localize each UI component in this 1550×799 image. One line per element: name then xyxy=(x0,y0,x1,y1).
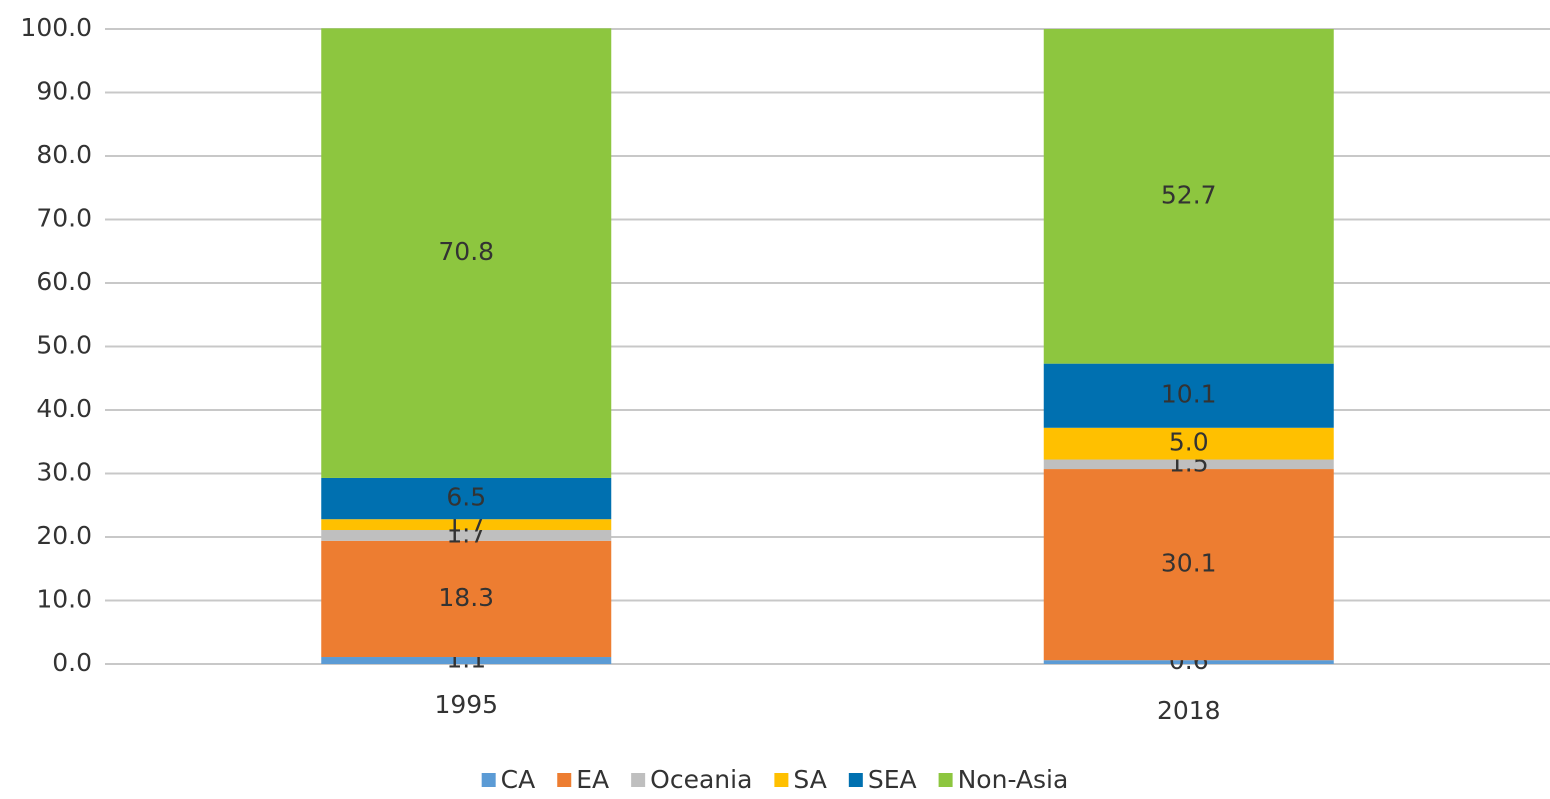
bar-segment xyxy=(1043,363,1334,428)
bar-segment xyxy=(321,657,612,664)
bar-segment xyxy=(1043,459,1334,470)
legend-swatch xyxy=(774,773,789,787)
data-label: 18.3 xyxy=(438,583,494,612)
y-tick-label: 50.0 xyxy=(36,331,92,360)
bar-segment xyxy=(1043,469,1334,661)
legend-swatch xyxy=(631,773,646,787)
y-tick-label: 60.0 xyxy=(36,267,92,296)
bar-segment xyxy=(321,530,612,541)
legend-swatch xyxy=(481,773,496,787)
bar-segment xyxy=(1043,29,1334,364)
legend-label: CA xyxy=(501,765,536,794)
legend: CA EA Oceania SA SEA Non-Asia xyxy=(481,765,1069,794)
y-tick-label: 40.0 xyxy=(36,394,92,423)
y-tick-label: 100.0 xyxy=(20,13,92,42)
x-tick-label: 2018 xyxy=(1157,696,1221,725)
y-tick-label: 0.0 xyxy=(52,648,92,677)
bar-segment xyxy=(321,519,612,531)
bar-segment xyxy=(1043,660,1334,664)
legend-label: SA xyxy=(793,765,826,794)
data-label: 5.0 xyxy=(1169,428,1209,457)
legend-label: Oceania xyxy=(650,765,752,794)
y-tick-label: 80.0 xyxy=(36,140,92,169)
bar-segment xyxy=(321,28,612,478)
bar-segment xyxy=(321,477,612,520)
x-tick-label: 1995 xyxy=(434,690,498,719)
legend-swatch xyxy=(938,773,953,787)
data-label: 10.1 xyxy=(1161,380,1217,409)
data-label: 52.7 xyxy=(1161,180,1217,209)
legend-label: SEA xyxy=(868,765,917,794)
legend-label: Non-Asia xyxy=(958,765,1069,794)
legend-label: EA xyxy=(576,765,609,794)
y-tick-label: 70.0 xyxy=(36,204,92,233)
legend-swatch xyxy=(848,773,863,787)
bar-segment xyxy=(1043,427,1334,460)
y-tick-label: 10.0 xyxy=(36,585,92,614)
y-tick-label: 30.0 xyxy=(36,458,92,487)
bar-segment xyxy=(321,540,612,658)
y-tick-label: 20.0 xyxy=(36,521,92,550)
legend-swatch xyxy=(557,773,572,787)
data-label: 6.5 xyxy=(446,483,486,512)
y-tick-label: 90.0 xyxy=(36,77,92,106)
data-label: 30.1 xyxy=(1161,549,1217,578)
data-label: 70.8 xyxy=(438,237,494,266)
